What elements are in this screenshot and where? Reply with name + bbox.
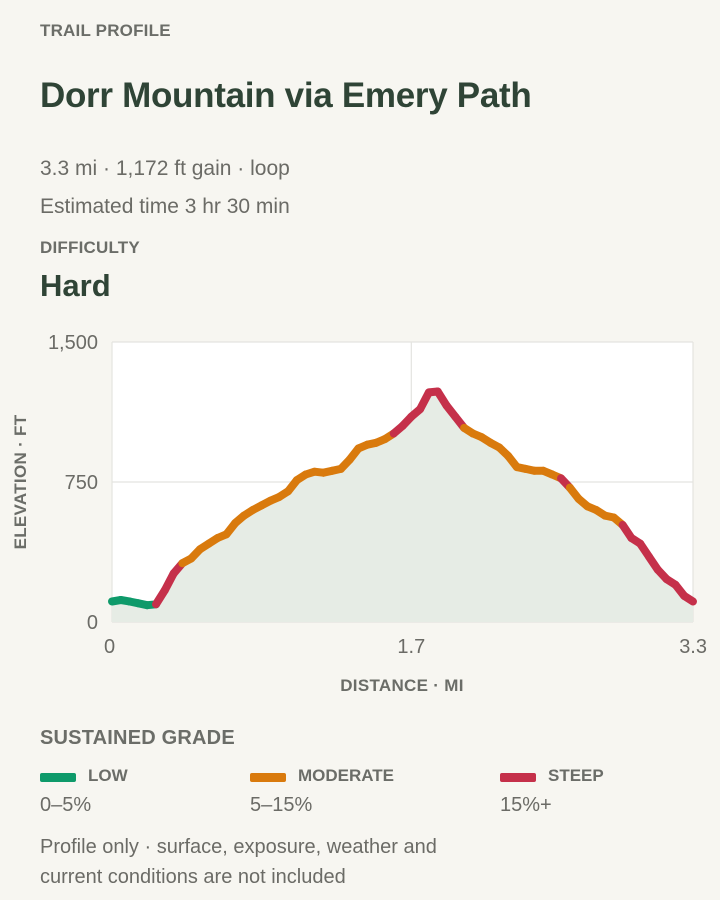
elevation-line [108,387,697,610]
legend-item-steep: STEEP 15%+ [500,766,720,826]
legend-swatch-low [40,773,76,782]
profile-footnote: Profile only · surface, exposure, weathe… [40,836,437,888]
x-tick-label: 1.7 [397,636,425,658]
legend-label-moderate: MODERATE [298,766,395,785]
x-tick-label: 3.3 [679,636,707,658]
y-tick-label: 750 [65,472,98,494]
legend-range-moderate: 5–15% [250,794,313,816]
trail-title: Dorr Mountain via Emery Path [40,76,532,115]
elevation-segment-steep [680,591,697,606]
y-axis-title: ELEVATION · FT [11,414,30,549]
axis-ticks: 1,500 750 00 1.7 3.3 [48,332,707,658]
difficulty-value: Hard [40,268,111,303]
legend-item-moderate: MODERATE 5–15% [250,766,470,826]
legend-range-steep: 15%+ [500,794,552,816]
section-eyebrow: TRAIL PROFILE [40,21,171,40]
elevation-area-fill [112,391,693,622]
legend-label-steep: STEEP [548,766,604,785]
y-tick-label: 1,500 [48,332,98,354]
elevation-profile-chart: 1,500 750 00 1.7 3.3 DISTANCE · MI ELEVATION… [11,332,707,695]
trail-stats: 3.3 mi · 1,172 ft gain · loop [40,157,290,180]
x-axis-title: DISTANCE · MI [340,676,464,695]
legend-label-low: LOW [88,766,128,785]
legend-swatch-moderate [250,773,286,782]
legend-range-low: 0–5% [40,794,92,816]
y-tick-label: 0 [87,612,98,634]
legend-title: SUSTAINED GRADE [40,727,235,749]
x-tick-label: 0 [104,636,115,658]
estimated-time: Estimated time 3 hr 30 min [40,195,290,218]
legend-item-low: LOW 0–5% [40,766,260,826]
difficulty-label: DIFFICULTY [40,238,140,257]
legend-swatch-steep [500,773,536,782]
